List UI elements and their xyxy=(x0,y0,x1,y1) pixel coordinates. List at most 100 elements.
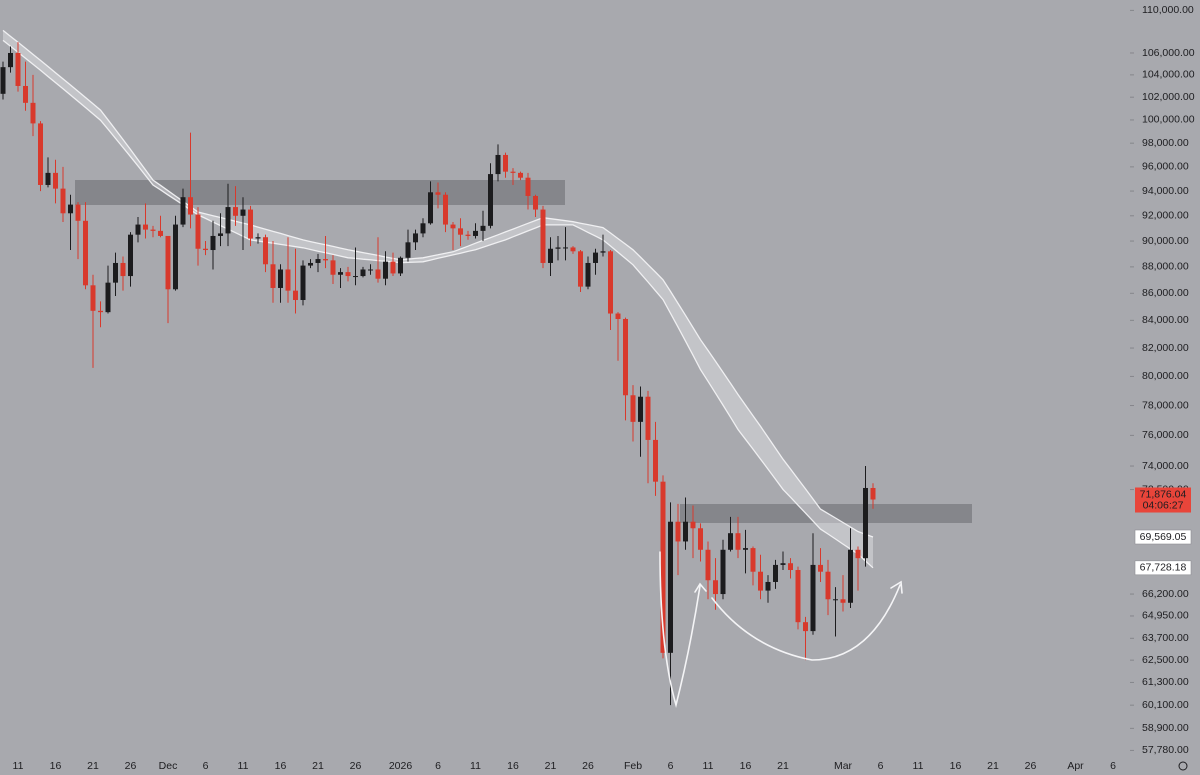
candle-body xyxy=(480,225,486,231)
candle-body xyxy=(743,548,748,550)
candle-body xyxy=(225,207,231,234)
candle-body xyxy=(240,209,246,216)
ma-price-label: 69,569.05 xyxy=(1140,531,1187,543)
candle-body xyxy=(345,272,351,277)
candle-body xyxy=(585,262,591,287)
y-tick-label: 92,000.00 xyxy=(1142,210,1189,222)
candle-body xyxy=(413,233,418,243)
settings-icon[interactable] xyxy=(1178,761,1188,771)
y-tick-label: 78,000.00 xyxy=(1142,399,1189,411)
candle-body xyxy=(420,223,426,234)
y-tick-label: 100,000.00 xyxy=(1142,114,1195,126)
y-tick-label: 58,900.00 xyxy=(1142,722,1189,734)
candle-body xyxy=(165,235,171,290)
candle-body xyxy=(38,123,43,185)
candle-body xyxy=(68,204,73,214)
candle-body xyxy=(660,481,666,653)
x-tick-label: 26 xyxy=(125,760,137,772)
moving-average xyxy=(2,29,874,538)
x-tick-label: 21 xyxy=(312,760,324,772)
candle-body xyxy=(195,214,201,249)
candle-body xyxy=(23,85,28,103)
y-tick-label: 63,700.00 xyxy=(1142,632,1189,644)
x-tick-label: 2026 xyxy=(389,760,413,772)
last-price-label: 71,876.04 xyxy=(1140,488,1187,500)
candle-body xyxy=(735,533,741,550)
candle-body xyxy=(113,262,118,283)
zones xyxy=(75,180,972,523)
candle-body xyxy=(143,224,148,230)
x-tick-label: 11 xyxy=(703,760,714,772)
candle-body xyxy=(773,564,778,582)
candle-body xyxy=(255,237,261,239)
candle-body xyxy=(233,207,238,216)
candle-body xyxy=(795,570,801,623)
candle-body xyxy=(525,177,531,196)
v-arrow xyxy=(659,551,701,709)
y-tick-label: 98,000.00 xyxy=(1142,137,1189,149)
x-tick-label: 11 xyxy=(13,760,24,772)
candle-body xyxy=(780,563,786,565)
candle-body xyxy=(435,192,441,195)
candle-body xyxy=(360,269,366,277)
candle-body xyxy=(503,154,508,172)
candle-body xyxy=(390,261,396,274)
candle-body xyxy=(405,242,411,258)
x-tick-label: 26 xyxy=(350,760,362,772)
candle-body xyxy=(645,396,651,440)
candle-body xyxy=(383,261,388,279)
x-tick-label: 21 xyxy=(987,760,999,772)
resistance-zone xyxy=(680,504,972,523)
candle-body xyxy=(128,234,133,277)
candle-body xyxy=(788,563,793,571)
candle-body xyxy=(8,52,13,68)
candle-body xyxy=(750,548,756,572)
x-tick-label: 16 xyxy=(740,760,752,772)
candle-body xyxy=(83,220,88,286)
candle-body xyxy=(375,269,381,279)
x-tick-label: 6 xyxy=(1110,760,1116,772)
candle-body xyxy=(398,257,403,274)
x-tick-label: 6 xyxy=(203,760,209,772)
y-tick-label: 57,780.00 xyxy=(1142,744,1189,756)
candle-body xyxy=(720,549,726,595)
candle-body xyxy=(495,154,501,175)
time-axis: 11 16 21 26 Dec 6 11 16 21 26 2026 6 11 16 21 26 Feb 6 11 1… xyxy=(13,760,1117,772)
x-tick-label: 21 xyxy=(87,760,99,772)
x-tick-label: 11 xyxy=(470,760,481,772)
candle-body xyxy=(0,67,6,94)
x-tick-label: Dec xyxy=(159,760,178,772)
candle-body xyxy=(848,549,853,603)
y-tick-label: 76,000.00 xyxy=(1142,429,1189,441)
candle-body xyxy=(180,197,186,225)
candle-body xyxy=(293,290,298,301)
x-tick-label: 21 xyxy=(545,760,557,772)
candle-body xyxy=(473,230,478,236)
x-tick-label: Feb xyxy=(624,760,642,772)
candle-body xyxy=(675,521,681,542)
candle-body xyxy=(188,197,193,215)
ma-price-tag xyxy=(1134,560,1192,576)
candle-body xyxy=(683,521,688,542)
y-tick-label: 90,000.00 xyxy=(1142,235,1189,247)
candle-body xyxy=(540,209,546,263)
y-tick-label: 96,000.00 xyxy=(1142,161,1189,173)
candle-body xyxy=(533,195,538,210)
ma-price-tag xyxy=(1134,529,1192,545)
candle-body xyxy=(623,318,628,396)
candle-body xyxy=(308,262,313,266)
candle-body xyxy=(98,310,103,313)
candle-body xyxy=(840,599,846,603)
y-tick-label: 66,200.00 xyxy=(1142,588,1189,600)
candle-body xyxy=(600,251,606,253)
x-tick-label: 16 xyxy=(275,760,287,772)
candle-body xyxy=(705,549,711,581)
candle-body xyxy=(353,276,358,278)
y-tick-label: 88,000.00 xyxy=(1142,261,1189,273)
y-tick-label: 106,000.00 xyxy=(1142,47,1195,59)
candle-body xyxy=(105,282,111,313)
y-tick-label: 86,000.00 xyxy=(1142,287,1189,299)
candle-body xyxy=(203,248,208,251)
